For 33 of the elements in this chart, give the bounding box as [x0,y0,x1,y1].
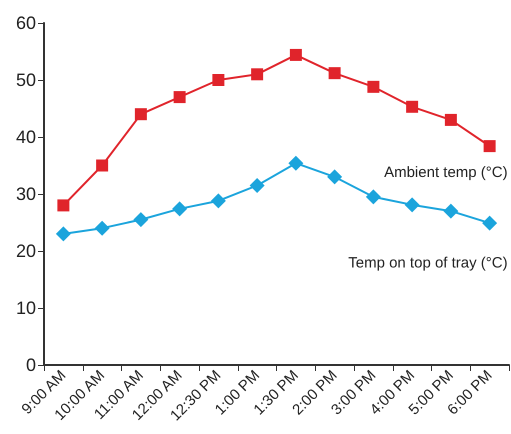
y-tick-label: 10 [16,298,36,318]
series-label: Temp on top of tray (°C) [348,254,508,272]
point [327,169,342,184]
point [367,80,380,93]
point [174,91,186,104]
point [134,108,147,120]
point [484,140,496,152]
point [443,204,458,219]
point [172,201,188,216]
y-tick-label: 0 [26,355,36,375]
point [57,199,70,212]
point [96,160,108,172]
point [94,220,110,236]
point [404,197,420,212]
point [250,178,265,193]
point [251,68,264,80]
y-tick-label: 30 [16,184,36,204]
point [212,74,224,86]
y-tick-label: 20 [16,241,36,261]
point [290,48,302,61]
y-tick-label: 50 [16,70,36,90]
y-tick-label: 60 [16,13,36,33]
point [210,193,226,208]
point [444,114,457,126]
point [482,216,498,231]
point [288,156,304,171]
y-tick-label: 40 [16,127,36,147]
point [366,189,381,204]
point [56,226,71,242]
point [328,67,341,80]
point [406,100,418,113]
point [133,212,148,228]
series-label: Ambient temp (°C) [384,164,508,182]
